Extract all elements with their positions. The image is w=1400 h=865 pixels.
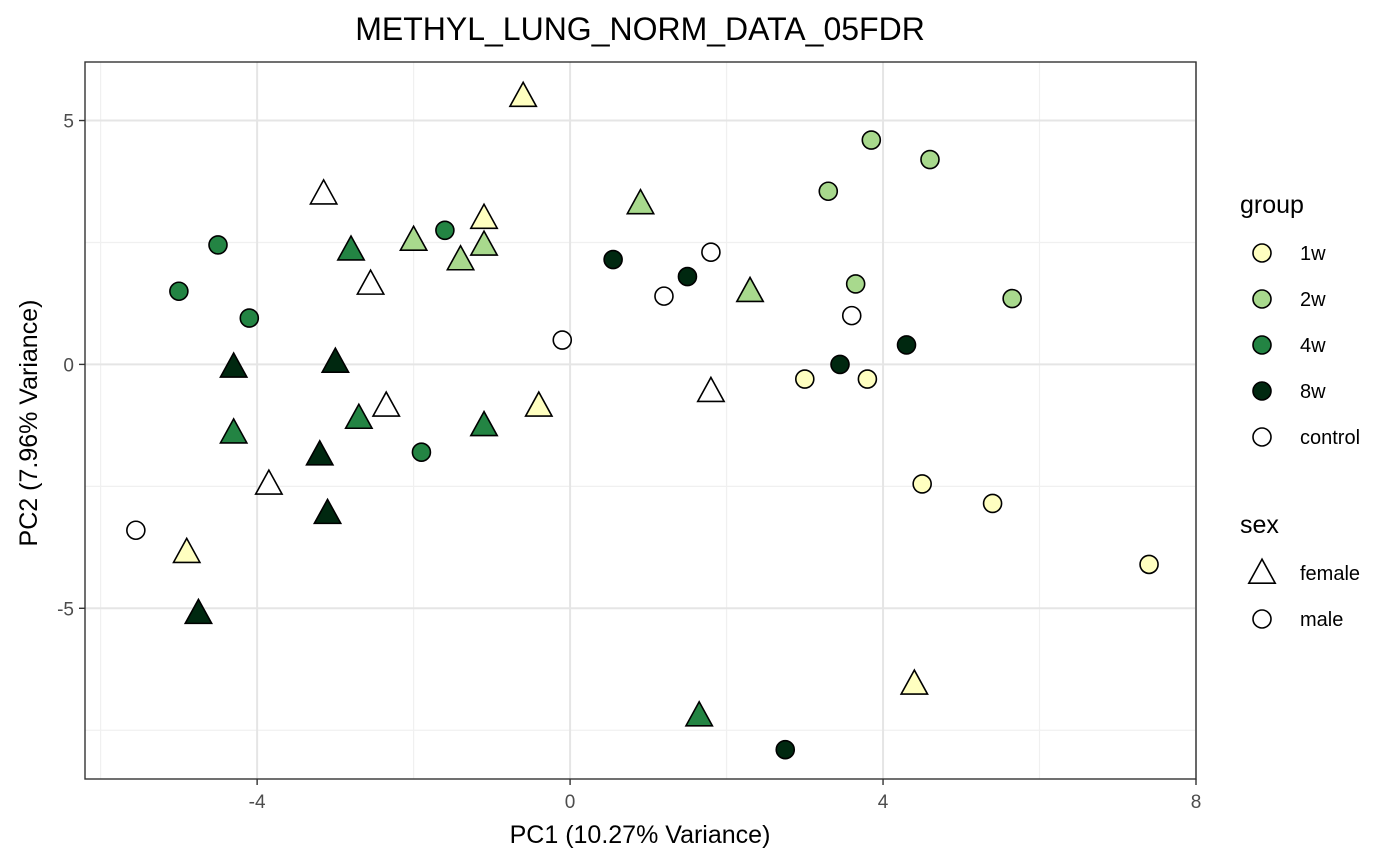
point-4w-female [469, 409, 499, 437]
x-axis: -4 0 4 8 [249, 779, 1202, 813]
point-8w-female [312, 497, 343, 525]
point-4w-male [208, 235, 228, 255]
legend-key-control [1252, 427, 1272, 447]
point-2w-male [845, 274, 866, 294]
point-4w-female [684, 700, 714, 727]
point-2w-male [920, 149, 940, 170]
chart-title: METHYL_LUNG_NORM_DATA_05FDR [355, 11, 925, 47]
point-control-female [696, 375, 726, 403]
point-4w-female [219, 417, 249, 444]
point-2w-female [445, 244, 476, 271]
point-1w-female [508, 80, 538, 108]
point-control-female [371, 390, 401, 417]
legend-title-group: group [1240, 191, 1304, 219]
x-axis-title: PC1 (10.27% Variance) [510, 821, 771, 849]
y-tick-label: 5 [63, 112, 74, 133]
legend-label-male: male [1300, 609, 1343, 631]
point-control-male [654, 286, 674, 306]
y-axis-title: PC2 (7.96% Variance) [15, 300, 43, 547]
point-1w-female [469, 202, 499, 230]
point-4w-female [336, 234, 366, 261]
point-8w-female [183, 597, 214, 625]
legend-label-control: control [1300, 427, 1360, 449]
point-8w-female [219, 351, 249, 378]
point-4w-male [435, 220, 455, 241]
point-control-female [254, 468, 284, 495]
x-tick-label: 0 [565, 792, 576, 813]
x-tick-label: 4 [878, 792, 889, 813]
point-8w-male [603, 249, 623, 270]
point-1w-male [1139, 554, 1159, 575]
panel-border [84, 61, 1197, 780]
point-1w-male [912, 474, 932, 494]
point-2w-male [1002, 288, 1022, 309]
minor-gridlines [85, 62, 1196, 779]
legend-key-4w [1252, 335, 1272, 355]
legend-label-female: female [1300, 563, 1360, 585]
legend-key-female [1247, 557, 1277, 585]
legend-key-8w [1252, 381, 1272, 401]
point-control-male [552, 330, 573, 350]
point-control-male [701, 242, 721, 263]
x-tick-label: -4 [249, 792, 266, 813]
point-1w-female [524, 390, 554, 417]
point-1w-female [899, 668, 929, 695]
legend-key-male [1252, 609, 1272, 629]
point-8w-male [677, 266, 698, 287]
point-8w-male [775, 739, 796, 760]
legend-label-1w: 1w [1300, 243, 1326, 265]
point-8w-female [320, 346, 350, 373]
point-1w-female [172, 536, 202, 564]
point-1w-male [857, 369, 878, 389]
point-4w-male [411, 442, 432, 463]
legend-title-sex: sex [1240, 511, 1279, 539]
point-8w-female [305, 439, 335, 466]
point-8w-male [830, 354, 850, 375]
point-4w-female [344, 402, 374, 430]
legend-label-2w: 2w [1300, 289, 1326, 311]
point-1w-male [795, 369, 815, 389]
point-2w-male [818, 181, 839, 202]
data-points [126, 80, 1159, 760]
legend-key-2w [1252, 289, 1272, 309]
legend-label-4w: 4w [1300, 335, 1326, 357]
point-1w-male [982, 493, 1003, 514]
point-control-female [356, 268, 386, 295]
point-2w-male [861, 130, 882, 150]
point-2w-female [399, 224, 429, 252]
point-4w-male [169, 281, 189, 302]
point-8w-male [896, 335, 917, 355]
point-2w-female [735, 275, 765, 303]
plot-panel [84, 61, 1197, 780]
x-tick-label: 8 [1191, 792, 1202, 813]
point-control-female [309, 178, 339, 205]
legend-key-1w [1252, 243, 1272, 263]
y-tick-label: -5 [57, 599, 74, 620]
point-2w-female [625, 187, 656, 215]
point-2w-female [469, 229, 499, 256]
y-axis: -5 0 5 [57, 112, 85, 620]
point-control-male [126, 520, 146, 541]
point-4w-male [239, 308, 260, 328]
legend-label-8w: 8w [1300, 381, 1326, 403]
panel-background [85, 62, 1196, 779]
y-tick-label: 0 [63, 355, 74, 376]
legend: group 1w 2w 4w 8w control sex female male [1240, 191, 1360, 631]
point-control-male [841, 305, 862, 326]
